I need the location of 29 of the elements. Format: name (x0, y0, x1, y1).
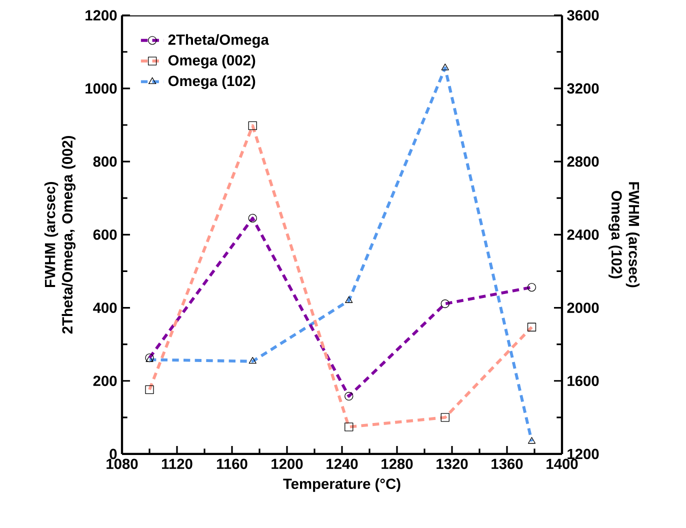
y2-tick-label: 2800 (567, 156, 599, 167)
y2-tick-label: 2400 (567, 229, 599, 240)
x-tick-label: 1320 (436, 458, 468, 470)
x-axis-title: Temperature (°C) (283, 478, 400, 492)
x-tick-label: 1280 (382, 458, 413, 470)
x-tick-label: 1360 (492, 458, 523, 470)
x-tick-label: 1120 (162, 458, 192, 470)
y-tick-label: 0 (110, 448, 117, 460)
x-tick-label: 1240 (326, 458, 358, 470)
y2-tick-label: 3200 (567, 83, 599, 94)
y2-tick-label: 1600 (568, 376, 599, 386)
legend-label: Omega (002) (168, 54, 256, 68)
y2-tick-label: 2000 (567, 302, 599, 313)
y2-axis-title: FWHM (arcsec) Omega (102) (608, 182, 640, 288)
legend-label: Omega (102) (168, 75, 256, 90)
y2-tick-label: 1200 (568, 448, 599, 460)
y-tick-label: 600 (93, 229, 117, 240)
y-tick-label: 400 (93, 302, 117, 313)
x-tick-label: 1160 (217, 458, 248, 470)
y-tick-label: 1200 (86, 10, 117, 21)
y-tick-label: 200 (93, 376, 117, 386)
y2-tick-label: 3600 (567, 10, 599, 21)
y-tick-label: 800 (93, 156, 117, 167)
y-axis-title: FWHM (arcsec) 2Theta/Omega, Omega (002) (44, 136, 76, 334)
x-tick-label: 1400 (546, 458, 578, 470)
x-tick-label: 1200 (272, 458, 303, 470)
x-tick-label: 1080 (106, 458, 138, 470)
legend-label: 2Theta/Omega (168, 34, 269, 48)
y-tick-label: 1000 (86, 83, 117, 94)
